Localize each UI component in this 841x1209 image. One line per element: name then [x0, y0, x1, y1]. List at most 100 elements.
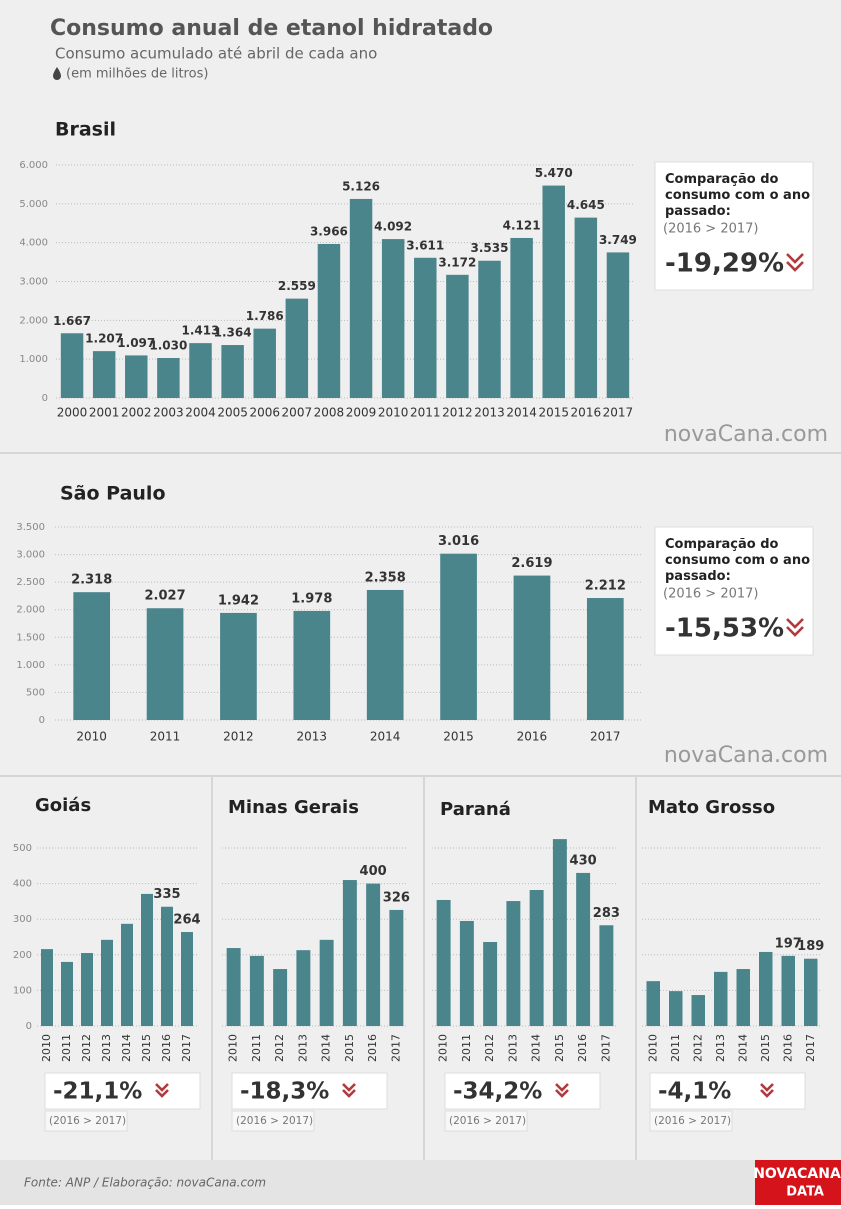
- value-label: 189: [797, 939, 824, 954]
- drop-icon: [53, 67, 61, 80]
- bar: [804, 958, 818, 1026]
- x-tick-label: 2010: [76, 730, 107, 744]
- bar: [41, 949, 53, 1026]
- x-tick-label: 2002: [121, 406, 152, 420]
- bar: [92, 351, 116, 398]
- period-box: [44, 1110, 128, 1132]
- down-arrow-icon: [786, 618, 804, 637]
- value-label: 1.030: [149, 339, 187, 353]
- y-tick-label: 5.000: [19, 199, 48, 210]
- x-tick-label: 2007: [282, 406, 313, 420]
- watermark: novaCana.com: [664, 422, 828, 447]
- value-label: 2.358: [365, 570, 406, 585]
- x-tick-label: 2011: [250, 1034, 263, 1062]
- comparison-box: [654, 526, 814, 656]
- x-tick-label: 2014: [120, 1034, 133, 1062]
- value-label: 1.207: [85, 332, 123, 346]
- y-tick-label: 3.000: [16, 550, 45, 561]
- x-tick-label: 2016: [576, 1034, 589, 1062]
- bar: [459, 920, 474, 1026]
- value-label: 2.559: [278, 279, 316, 293]
- value-label: 3.611: [406, 238, 444, 252]
- y-tick-label: 2.000: [16, 605, 45, 616]
- x-tick-label: 2013: [100, 1034, 113, 1062]
- y-tick-label: 500: [13, 843, 32, 854]
- bar: [736, 969, 750, 1026]
- period-box: [444, 1110, 528, 1132]
- subtitle: Consumo acumulado até abril de cada ano: [55, 45, 377, 63]
- bar: [181, 932, 193, 1026]
- value-label: 3.749: [599, 233, 637, 247]
- comparison-box: [649, 1072, 806, 1110]
- x-tick-label: 2017: [599, 1034, 612, 1062]
- bar: [366, 589, 404, 720]
- value-label: 3.016: [438, 534, 479, 549]
- value-label: 5.126: [342, 179, 380, 193]
- chart-title: Paraná: [440, 799, 511, 820]
- bar: [220, 612, 257, 720]
- x-tick-label: 2016: [571, 406, 602, 420]
- x-tick-label: 2012: [273, 1034, 286, 1062]
- period-box: [649, 1110, 733, 1132]
- chart-title: Goiás: [35, 795, 91, 816]
- x-tick-label: 2015: [443, 730, 474, 744]
- x-tick-label: 2013: [296, 1034, 309, 1062]
- bar: [483, 941, 498, 1026]
- period-box: [231, 1110, 315, 1132]
- comparison-period: (2016 > 2017): [663, 222, 758, 237]
- y-tick-label: 1.000: [16, 660, 45, 671]
- y-tick-label: 2.500: [16, 577, 45, 588]
- x-tick-label: 2011: [669, 1034, 682, 1062]
- bar: [759, 951, 773, 1026]
- bar: [342, 880, 357, 1026]
- bar: [478, 260, 501, 398]
- x-tick-label: 2012: [691, 1034, 704, 1062]
- chart-title: Mato Grosso: [648, 797, 775, 818]
- x-tick-label: 2013: [506, 1034, 519, 1062]
- bar: [606, 252, 630, 398]
- bar: [349, 198, 373, 398]
- unit-note: (em milhões de litros): [66, 67, 208, 82]
- value-label: 1.978: [291, 591, 332, 606]
- bar: [586, 598, 624, 720]
- value-label: 1.413: [182, 324, 220, 338]
- x-tick-label: 2016: [366, 1034, 379, 1062]
- bar: [599, 925, 614, 1026]
- x-tick-label: 2014: [506, 406, 537, 420]
- bar: [446, 274, 469, 398]
- x-tick-label: 2015: [538, 406, 569, 420]
- x-tick-label: 2014: [530, 1034, 543, 1062]
- x-tick-label: 2008: [314, 406, 345, 420]
- chart-title: Brasil: [55, 119, 116, 141]
- x-tick-label: 2011: [150, 730, 181, 744]
- bar: [381, 239, 405, 398]
- comparison-period: (2016 > 2017): [236, 1115, 313, 1127]
- value-label: 2.212: [585, 579, 626, 594]
- y-tick-label: 300: [13, 914, 32, 925]
- bar: [296, 950, 311, 1026]
- bar: [141, 893, 153, 1026]
- bar: [576, 872, 591, 1026]
- x-tick-label: 2012: [223, 730, 254, 744]
- x-tick-label: 2015: [140, 1034, 153, 1062]
- bar: [510, 237, 533, 398]
- down-arrow-icon: [760, 1083, 774, 1098]
- bar: [691, 995, 705, 1026]
- value-label: 335: [153, 887, 180, 902]
- comparison-box: [44, 1072, 201, 1110]
- value-label: 1.364: [214, 326, 252, 340]
- y-tick-label: 6.000: [19, 160, 48, 171]
- x-tick-label: 2006: [249, 406, 280, 420]
- y-tick-label: 4.000: [19, 238, 48, 249]
- x-tick-label: 2013: [297, 730, 328, 744]
- logo-text: DATA: [786, 1185, 824, 1200]
- y-tick-label: 400: [13, 879, 32, 890]
- watermark: novaCana.com: [664, 743, 828, 768]
- bar: [513, 575, 551, 720]
- comparison-value: -15,53%: [665, 614, 784, 644]
- y-tick-label: 100: [13, 985, 32, 996]
- bar: [285, 298, 309, 398]
- bar: [574, 217, 598, 398]
- bar: [61, 961, 73, 1026]
